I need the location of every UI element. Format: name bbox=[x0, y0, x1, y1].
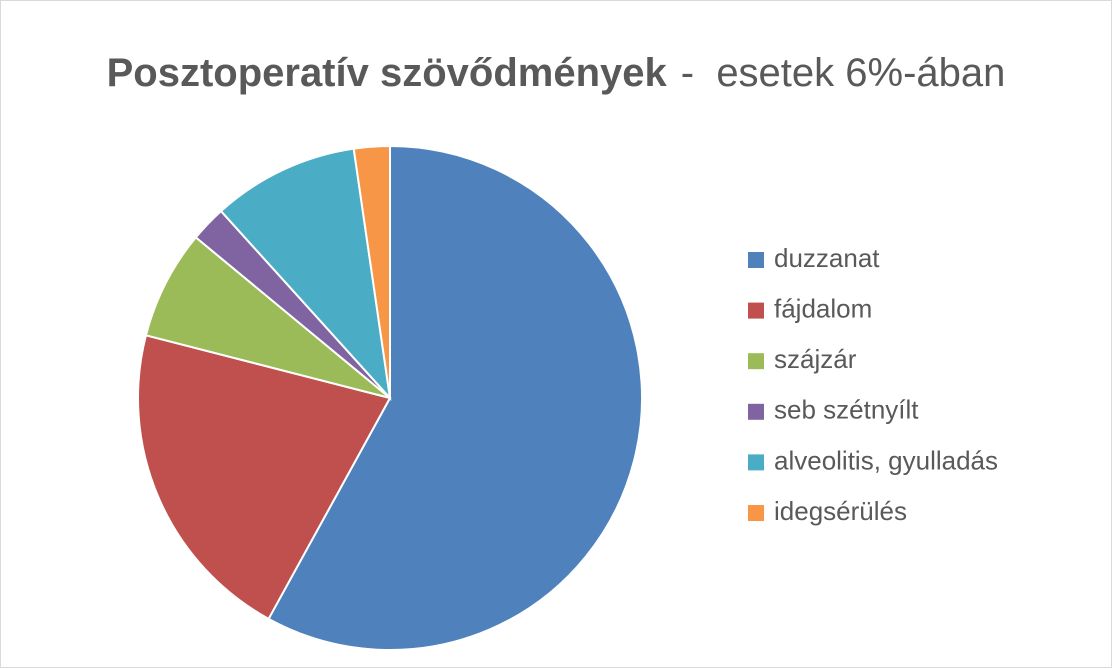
pie-slice bbox=[219, 147, 392, 402]
pie-slice bbox=[144, 235, 391, 399]
legend-swatch bbox=[748, 403, 764, 420]
legend-swatch bbox=[748, 353, 764, 370]
chart-title: Posztoperatív szövődmények bbox=[107, 51, 668, 95]
legend-label: szájzár bbox=[774, 344, 857, 374]
chart-subtitle: - esetek 6%-ában bbox=[681, 51, 1006, 95]
legend-swatch bbox=[748, 252, 764, 268]
legend-label: duzzanat bbox=[774, 243, 880, 273]
legend-swatch bbox=[748, 302, 764, 319]
pie-slice bbox=[137, 334, 392, 621]
pie-slice bbox=[352, 144, 391, 399]
legend-swatch bbox=[748, 454, 764, 471]
legend-swatch bbox=[748, 505, 764, 521]
chart-title-group: Posztoperatív szövődmények - esetek 6%-áb… bbox=[107, 51, 1006, 95]
legend-label: seb szétnyílt bbox=[774, 395, 919, 425]
legend-label: idegsérülés bbox=[774, 496, 907, 526]
legend-label: alveolitis, gyulladás bbox=[774, 445, 998, 475]
legend-label: fájdalom bbox=[774, 293, 872, 323]
pie-slice bbox=[267, 144, 643, 651]
